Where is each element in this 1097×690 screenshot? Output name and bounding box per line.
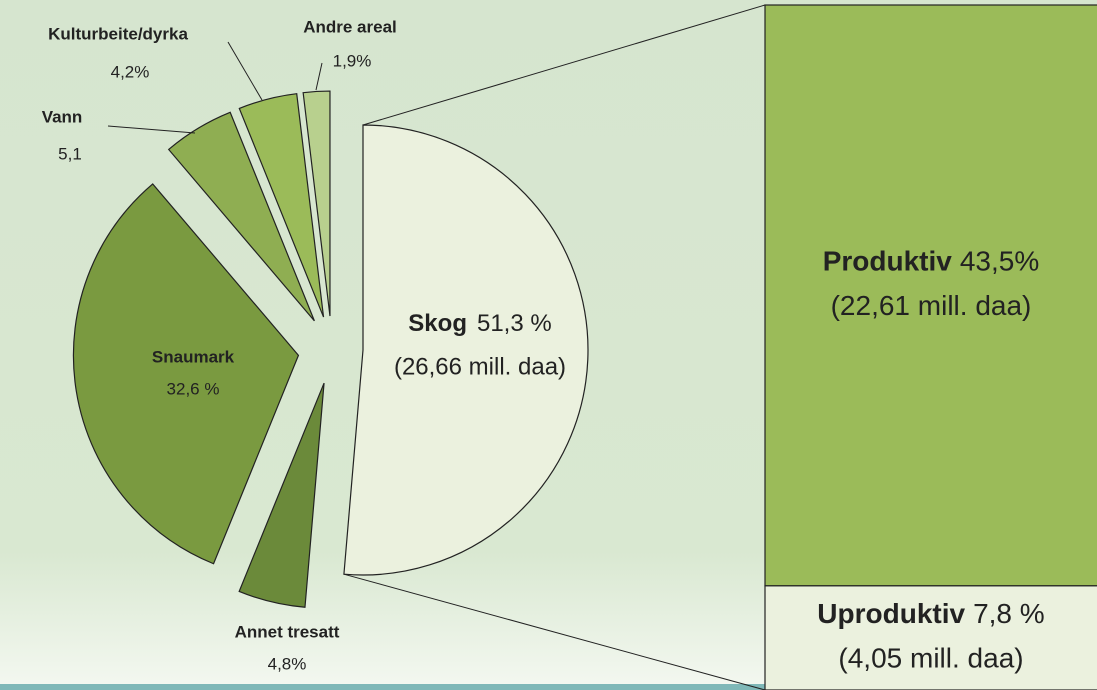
bar-value: 43,5% xyxy=(960,246,1039,277)
connector-line xyxy=(343,573,766,690)
slice-value: 32,6 % xyxy=(167,379,220,398)
pie-slice xyxy=(72,183,300,565)
slice-name: Vann xyxy=(42,107,83,126)
bar-label: Uproduktiv 7,8 % xyxy=(817,598,1044,629)
slice-name: Annet tresatt xyxy=(235,622,340,641)
bar-name: Uproduktiv xyxy=(817,598,965,629)
pie-slice xyxy=(238,382,325,608)
slice-value: 5,1 xyxy=(58,144,82,163)
bar-label: Produktiv 43,5% xyxy=(823,246,1040,277)
slice-label: Skog 51,3 % xyxy=(408,310,551,337)
slice-sublabel: (26,66 mill. daa) xyxy=(394,353,566,380)
slice-name: Skog xyxy=(408,310,467,337)
slice-value: 51,3 % xyxy=(477,310,552,337)
slice-name: Kulturbeite/dyrka xyxy=(48,24,188,43)
bar-value: 7,8 % xyxy=(973,598,1045,629)
bar-sublabel: (4,05 mill. daa) xyxy=(838,642,1023,673)
slice-name: Andre areal xyxy=(303,17,397,36)
leader-line xyxy=(107,125,196,134)
connector-line xyxy=(362,4,766,126)
leader-line xyxy=(315,62,323,91)
bar-segment xyxy=(764,585,1097,690)
pie-slice xyxy=(302,90,331,317)
bottom-strip xyxy=(0,684,1097,690)
bar-name: Produktiv xyxy=(823,246,953,277)
slice-value: 4,8% xyxy=(268,654,307,673)
slice-value: 1,9% xyxy=(333,51,372,70)
slice-name: Snaumark xyxy=(152,347,235,366)
bar-sublabel: (22,61 mill. daa) xyxy=(831,290,1032,321)
pie-slice xyxy=(167,111,315,322)
slice-value: 4,2% xyxy=(111,62,150,81)
pie-slice xyxy=(343,124,589,576)
pie-slice xyxy=(238,93,325,318)
leader-line xyxy=(227,41,263,101)
bar-segment xyxy=(764,4,1097,587)
